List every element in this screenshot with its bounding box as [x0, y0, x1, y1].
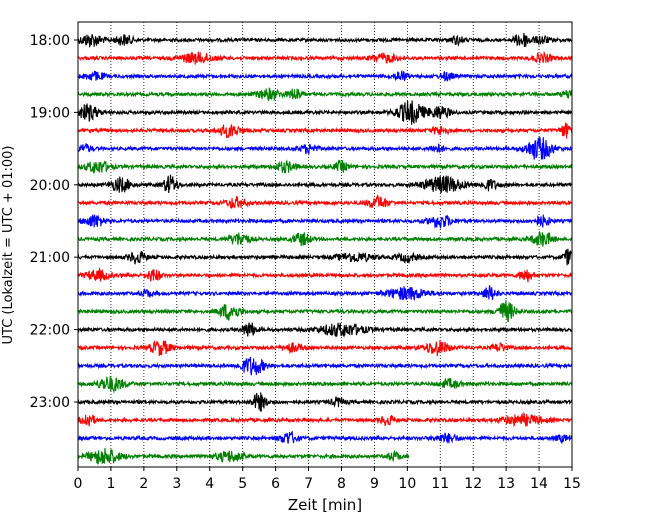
trace-2330	[77, 430, 573, 445]
y-tick-label-1900: 19:00	[30, 105, 70, 121]
x-tick-label-12: 12	[464, 476, 482, 492]
x-tick-label-6: 6	[271, 476, 280, 492]
y-axis-label: UTC (Lokalzeit = UTC + 01:00)	[1, 146, 16, 345]
x-tick-label-11: 11	[431, 476, 449, 492]
trace-2200	[77, 322, 573, 338]
seismic-traces	[77, 32, 573, 465]
trace-1930	[77, 135, 573, 160]
plot-frame	[77, 21, 573, 468]
x-tick-label-1: 1	[106, 476, 115, 492]
x-tick-label-4: 4	[205, 476, 214, 492]
trace-2345	[77, 448, 410, 465]
trace-1945	[77, 159, 573, 175]
y-axis-ticks: 18:00 19:00 20:00 21:00 22:00 23:00	[30, 33, 78, 411]
x-axis-ticks: 0 1 2 3 4 5 6 7 8 9 10 11 12 13 14 15	[74, 467, 581, 492]
trace-1815	[77, 50, 573, 65]
y-tick-label-2200: 22:00	[30, 323, 70, 339]
x-tick-label-2: 2	[139, 476, 148, 492]
y-tick-label-2300: 23:00	[30, 395, 70, 411]
trace-2045	[77, 230, 573, 247]
trace-2100	[77, 248, 573, 266]
x-tick-label-13: 13	[497, 476, 515, 492]
trace-1900	[77, 100, 573, 125]
x-tick-label-9: 9	[370, 476, 379, 492]
x-axis-label: Zeit [min]	[288, 496, 362, 514]
trace-2000	[77, 174, 573, 195]
trace-2145	[77, 300, 573, 323]
trace-2130	[77, 285, 573, 301]
trace-2300	[77, 392, 573, 412]
x-tick-label-3: 3	[172, 476, 181, 492]
y-tick-label-2100: 21:00	[30, 250, 70, 266]
trace-1915	[77, 122, 573, 139]
trace-2015	[77, 194, 573, 210]
y-tick-label-2000: 20:00	[30, 178, 70, 194]
trace-2315	[77, 411, 573, 428]
x-tick-label-8: 8	[337, 476, 346, 492]
y-tick-label-1800: 18:00	[30, 33, 70, 49]
trace-1830	[77, 70, 573, 82]
trace-2215	[77, 339, 573, 356]
grid-lines	[110, 22, 540, 467]
trace-2245	[77, 375, 573, 394]
x-tick-label-10: 10	[398, 476, 416, 492]
x-tick-label-5: 5	[238, 476, 247, 492]
trace-2030	[77, 214, 573, 230]
trace-2115	[77, 266, 573, 283]
trace-1800	[77, 32, 573, 48]
trace-1845	[77, 87, 573, 102]
x-tick-label-14: 14	[530, 476, 548, 492]
x-tick-label-0: 0	[74, 476, 83, 492]
x-tick-label-15: 15	[563, 476, 581, 492]
trace-2230	[77, 356, 573, 376]
x-tick-label-7: 7	[304, 476, 313, 492]
